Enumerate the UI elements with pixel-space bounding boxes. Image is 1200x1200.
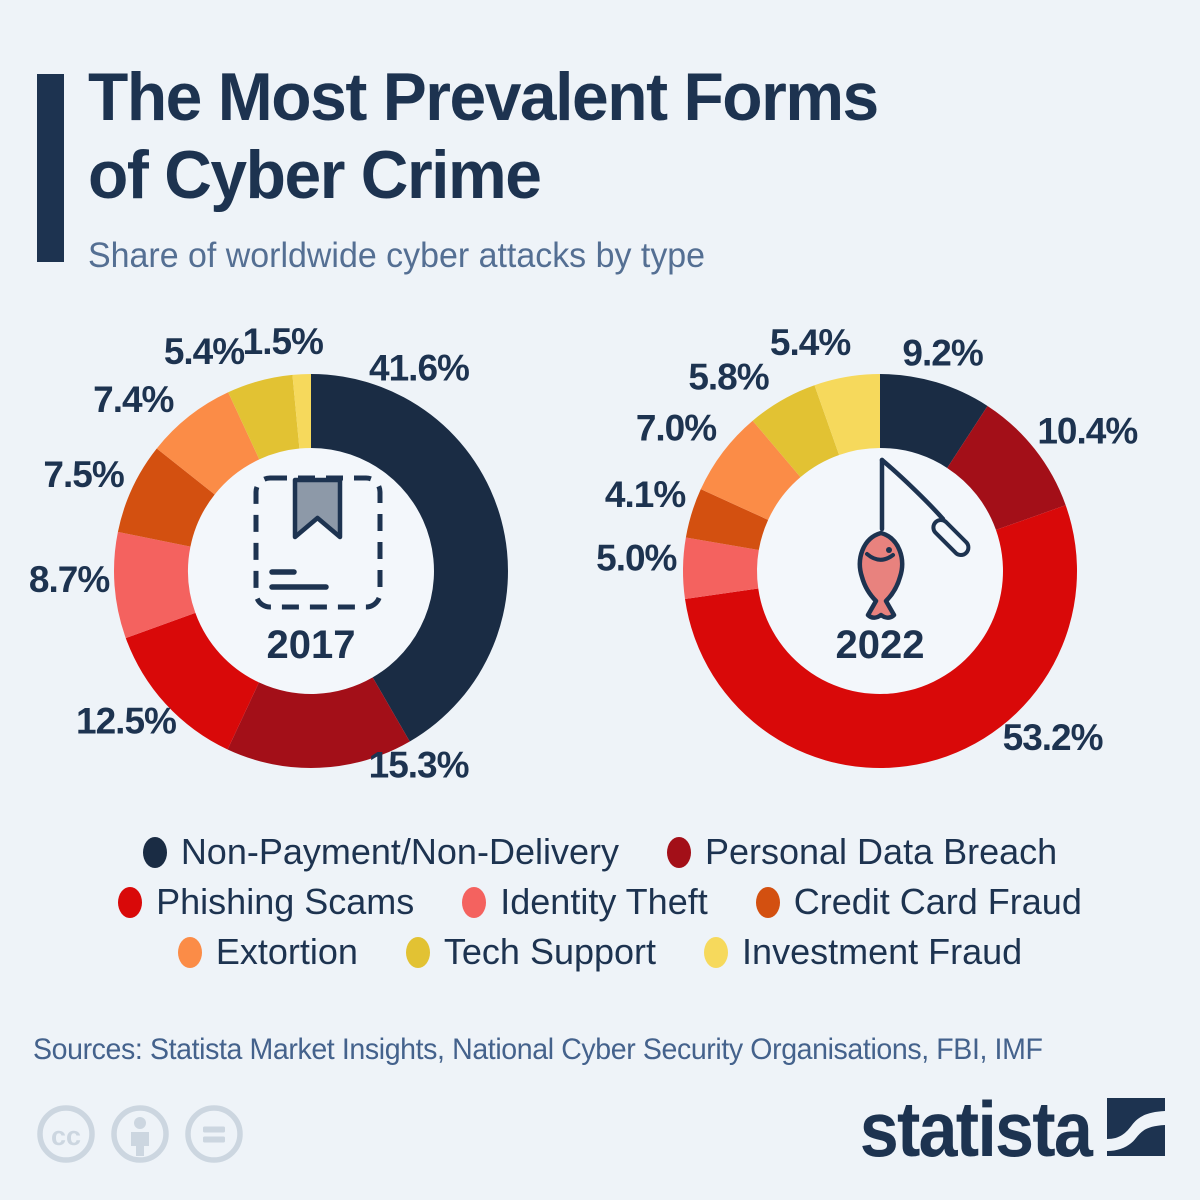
- segment-value-label: 7.5%: [43, 454, 123, 495]
- donut-chart-2017: 41.6% 15.3% 12.5% 8.7% 7.5% 7.4% 5.4%1.5% 2017: [29, 321, 508, 786]
- cc-icon: cc: [37, 1105, 95, 1163]
- title-accent-bar: [37, 74, 64, 262]
- segment-value-label: 9.2%: [902, 332, 982, 373]
- donut-segment-2017-7: [228, 374, 300, 460]
- segment-value-label: 5.0%: [596, 538, 676, 579]
- donut-segment-2017-8: [292, 374, 311, 449]
- donut-segment-2017-4: [113, 531, 196, 639]
- donut-segments: [683, 374, 1078, 769]
- segment-value-label: 53.2%: [1003, 717, 1103, 758]
- svg-text:cc: cc: [51, 1121, 81, 1151]
- legend-item: Non-Payment/Non-Delivery: [142, 831, 619, 873]
- donut-value-labels: 9.2% 10.4% 53.2% 5.0% 4.1% 7.0% 5.8%5.4%: [596, 322, 1138, 758]
- legend-item: Extortion: [177, 931, 358, 973]
- donut-segment-2017-6: [156, 392, 260, 495]
- donut-segment-2022-5: [685, 489, 769, 551]
- statista-logo: statista: [834, 1085, 1165, 1173]
- page-title-line1: The Most Prevalent Forms: [88, 59, 879, 135]
- year-label: 2022: [836, 623, 925, 667]
- donut-chart-2022: 9.2% 10.4% 53.2% 5.0% 4.1% 7.0% 5.8%5.4% 2022: [596, 322, 1138, 769]
- legend-item-label: Non-Payment/Non-Delivery: [180, 831, 619, 872]
- donut-segment-2017-3: [125, 612, 259, 750]
- segment-value-label: 10.4%: [1037, 411, 1137, 452]
- legend-dot: [177, 936, 202, 968]
- legend-dot: [755, 886, 780, 918]
- legend-dot: [142, 836, 167, 868]
- statista-wordmark: statista: [859, 1085, 1093, 1173]
- legend-dot: [462, 886, 487, 918]
- legend-item: Tech Support: [405, 931, 657, 973]
- segment-value-label: 4.1%: [605, 474, 685, 515]
- page-title: The Most Prevalent Forms of Cyber Crime: [88, 58, 902, 214]
- donut-segment-2022-7: [752, 385, 840, 478]
- segment-value-label: 5.4%: [770, 322, 850, 363]
- donut-segment-2017-2: [227, 677, 410, 769]
- no-derivatives-icon: [185, 1105, 243, 1163]
- chart-legend: Non-Payment/Non-Delivery Personal Data Br…: [0, 827, 1200, 977]
- legend-row: Non-Payment/Non-Delivery Personal Data Br…: [0, 827, 1200, 877]
- attribution-icon: [111, 1105, 169, 1163]
- legend-item: Personal Data Breach: [666, 831, 1058, 873]
- segment-value-label: 15.3%: [369, 745, 469, 786]
- segment-value-label: 7.0%: [636, 408, 716, 449]
- legend-item-label: Phishing Scams: [156, 881, 415, 922]
- segment-value-label: 7.4%: [93, 379, 173, 420]
- donut-segment-2022-4: [683, 537, 759, 600]
- legend-item-label: Credit Card Fraud: [793, 881, 1082, 922]
- legend-item: Identity Theft: [462, 881, 708, 923]
- legend-row: Extortion Tech Support Investment Fraud: [0, 927, 1200, 977]
- page-title-line2: of Cyber Crime: [88, 137, 542, 213]
- segment-value-label: 1.5%: [243, 321, 323, 362]
- legend-dot: [704, 936, 729, 968]
- segment-value-label: 5.8%: [688, 357, 768, 398]
- segment-value-label: 41.6%: [369, 347, 469, 388]
- year-label: 2017: [267, 623, 356, 667]
- segment-value-label: 8.7%: [29, 559, 109, 600]
- donut-segment-2022-6: [700, 420, 801, 520]
- phishing-hook-icon: [857, 457, 971, 620]
- legend-dot: [118, 886, 143, 918]
- legend-row: Phishing Scams Identity Theft Credit Card …: [0, 877, 1200, 927]
- donut-segment-2017-1: [311, 374, 508, 742]
- page-subtitle: Share of worldwide cyber attacks by type: [88, 236, 706, 275]
- donut-segment-2022-1: [880, 374, 988, 468]
- legend-item: Phishing Scams: [118, 881, 414, 923]
- legend-item-label: Investment Fraud: [742, 931, 1023, 972]
- donut-hole: [188, 448, 434, 694]
- legend-dot: [405, 936, 430, 968]
- donut-segments: [113, 374, 508, 769]
- segment-value-label: 12.5%: [76, 700, 176, 741]
- legend-item-label: Extortion: [215, 931, 358, 972]
- statista-logo-mark: [1107, 1098, 1165, 1156]
- legend-item-label: Personal Data Breach: [704, 831, 1058, 872]
- legend-item-label: Identity Theft: [500, 881, 708, 922]
- sources-text: Sources: Statista Market Insights, Natio…: [33, 1033, 1043, 1066]
- donut-segment-2017-5: [117, 448, 215, 547]
- donut-segment-2022-2: [947, 405, 1066, 530]
- donut-segment-2022-8: [814, 374, 880, 455]
- document-bookmark-icon: [253, 475, 383, 610]
- legend-item: Credit Card Fraud: [755, 881, 1082, 923]
- legend-item-label: Tech Support: [443, 931, 657, 972]
- donut-value-labels: 41.6% 15.3% 12.5% 8.7% 7.5% 7.4% 5.4%1.5%: [29, 321, 470, 786]
- license-icons: cc: [36, 1104, 244, 1164]
- legend-dot: [666, 836, 691, 868]
- segment-value-label: 5.4%: [164, 331, 244, 372]
- legend-item: Investment Fraud: [704, 931, 1022, 973]
- donut-segment-2022-3: [685, 505, 1078, 769]
